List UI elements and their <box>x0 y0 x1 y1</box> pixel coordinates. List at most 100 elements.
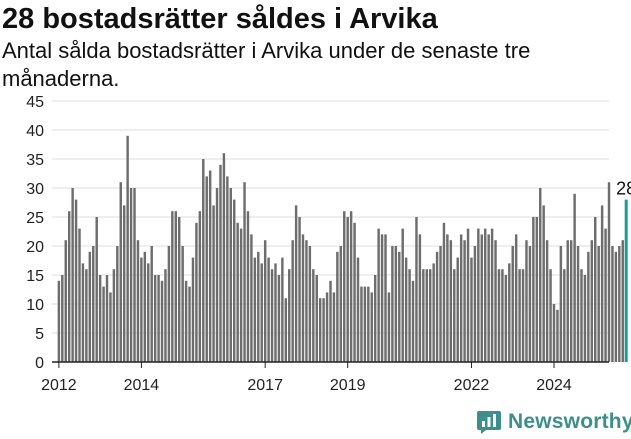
bar <box>281 257 284 362</box>
bar <box>439 246 442 362</box>
bar <box>477 228 480 362</box>
bar <box>428 269 432 362</box>
bar <box>484 228 487 362</box>
bar <box>466 228 470 362</box>
bar <box>64 240 67 362</box>
newsworthy-logo-icon <box>477 411 501 434</box>
bar <box>298 217 301 362</box>
bar <box>284 298 288 362</box>
bar <box>594 217 597 362</box>
bar <box>88 251 92 362</box>
bar <box>604 228 607 362</box>
bar <box>463 240 466 362</box>
bar <box>129 188 133 362</box>
bar <box>257 251 260 362</box>
bar <box>497 269 501 362</box>
bar <box>219 164 222 362</box>
bar <box>614 251 618 362</box>
bar <box>453 269 456 362</box>
bar <box>147 263 150 362</box>
bar <box>542 205 545 362</box>
bar <box>212 205 215 362</box>
bar <box>590 240 594 362</box>
bar <box>418 234 422 362</box>
bar <box>473 246 477 362</box>
bar <box>181 246 184 362</box>
bar <box>494 240 497 362</box>
bar <box>315 275 318 362</box>
bar <box>277 275 281 362</box>
bar <box>318 298 322 362</box>
bar <box>239 228 243 362</box>
bar <box>343 211 346 362</box>
bar <box>380 234 384 362</box>
bar <box>67 211 71 362</box>
y-tick-label: 10 <box>26 297 44 314</box>
bar <box>270 269 274 362</box>
bar <box>432 263 435 362</box>
bar <box>569 240 573 362</box>
bar <box>621 240 624 362</box>
bar <box>459 234 463 362</box>
bar <box>552 304 556 362</box>
y-tick-label: 40 <box>26 123 44 140</box>
bar <box>109 292 112 362</box>
bar <box>373 275 377 362</box>
bar <box>167 246 171 362</box>
bar <box>384 234 387 362</box>
brand-logo: Newsworthy <box>476 408 631 436</box>
bar <box>157 275 160 362</box>
bar <box>267 257 270 362</box>
bar <box>236 222 239 362</box>
bar <box>600 205 604 362</box>
bar <box>95 217 98 362</box>
bar <box>563 269 566 362</box>
bar <box>514 234 518 362</box>
bar <box>305 240 308 362</box>
bar <box>508 263 511 362</box>
bar <box>291 240 294 362</box>
bar <box>501 269 504 362</box>
bar <box>487 234 490 362</box>
x-tick-label: 2024 <box>536 377 572 394</box>
bar <box>122 205 126 362</box>
bar <box>329 280 332 362</box>
bar <box>229 188 233 362</box>
x-tick-label: 2022 <box>454 377 490 394</box>
last-value-label: 28 <box>616 179 631 199</box>
chart-subtitle: Antal sålda bostadsrätter i Arvika under… <box>2 38 531 91</box>
bar <box>363 286 367 362</box>
bar <box>61 275 64 362</box>
bar <box>74 199 78 362</box>
bar <box>422 269 425 362</box>
bar <box>398 251 401 362</box>
x-tick-label: 2019 <box>330 377 366 394</box>
bar <box>618 246 621 362</box>
bar <box>226 176 229 362</box>
bar <box>545 240 549 362</box>
bar <box>78 228 81 362</box>
bar <box>153 275 157 362</box>
bar <box>174 211 177 362</box>
bar <box>301 234 305 362</box>
bar <box>470 257 473 362</box>
bar <box>332 292 336 362</box>
bar <box>243 182 246 362</box>
bar <box>325 292 329 362</box>
bar <box>140 257 143 362</box>
bar <box>490 228 494 362</box>
bar <box>480 234 484 362</box>
bar <box>370 292 373 362</box>
bar <box>222 153 226 362</box>
bar <box>191 257 195 362</box>
bar <box>112 269 116 362</box>
bar <box>532 217 535 362</box>
bar <box>504 275 508 362</box>
bar <box>597 246 600 362</box>
bar <box>322 298 325 362</box>
bar <box>583 275 587 362</box>
bar <box>312 269 315 362</box>
x-tick-label: 2017 <box>247 377 283 394</box>
bar <box>394 246 398 362</box>
bar <box>360 286 363 362</box>
